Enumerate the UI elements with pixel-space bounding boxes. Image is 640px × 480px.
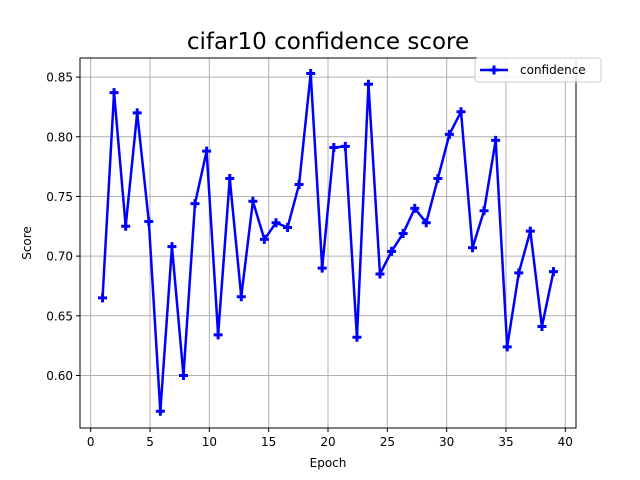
data-point (248, 196, 258, 206)
data-point (375, 269, 385, 279)
data-point (259, 234, 269, 244)
data-point (479, 206, 489, 216)
data-point (363, 79, 373, 89)
x-tick-label: 40 (558, 435, 573, 449)
x-axis-label: Epoch (310, 456, 347, 470)
x-tick-label: 0 (87, 435, 95, 449)
y-tick-label: 0.85 (46, 71, 73, 85)
data-point (202, 146, 212, 156)
legend: confidence (474, 57, 602, 83)
data-point (155, 406, 165, 416)
data-point (294, 180, 304, 190)
data-point (213, 330, 223, 340)
data-point (340, 141, 350, 151)
legend-box (474, 57, 602, 83)
ticks: 0 5 10 15 20 25 30 35 40 0.60 0.65 0.70 0.75 0.80 0.85 (46, 71, 573, 449)
x-tick-label: 35 (498, 435, 513, 449)
x-tick-label: 15 (261, 435, 276, 449)
y-tick-label: 0.75 (46, 190, 73, 204)
data-point (225, 174, 235, 184)
data-point (410, 203, 420, 213)
x-tick-label: 25 (380, 435, 395, 449)
x-tick-label: 20 (320, 435, 335, 449)
data-point (283, 222, 293, 232)
data-point (329, 143, 339, 153)
data-point (491, 135, 501, 145)
data-point (190, 199, 200, 209)
y-tick-label: 0.70 (46, 250, 73, 264)
legend-marker (489, 65, 499, 75)
data-point (352, 332, 362, 342)
data-point (121, 221, 131, 231)
y-tick-label: 0.80 (46, 130, 73, 144)
series-line-confidence (101, 72, 555, 413)
data-point (132, 108, 142, 118)
data-point (98, 293, 108, 303)
data-point (502, 342, 512, 352)
data-point (433, 174, 443, 184)
data-point (514, 268, 524, 278)
x-tick-label: 30 (439, 435, 454, 449)
grid (80, 58, 576, 428)
data-point (317, 263, 327, 273)
data-point (525, 226, 535, 236)
data-point (548, 267, 558, 277)
chart-title: cifar10 confidence score (187, 29, 469, 55)
legend-label: confidence (520, 63, 586, 77)
x-tick-label: 10 (202, 435, 217, 449)
data-point (144, 217, 154, 227)
data-point (387, 246, 397, 256)
data-point (109, 88, 119, 98)
x-tick-label: 5 (146, 435, 154, 449)
data-point (306, 69, 316, 79)
data-point (421, 218, 431, 228)
series-layer (98, 69, 558, 416)
data-point (398, 228, 408, 238)
y-axis-label: Score (20, 226, 34, 260)
data-point (167, 242, 177, 252)
data-point (456, 107, 466, 117)
data-point (236, 292, 246, 302)
data-point (537, 322, 547, 332)
data-point (178, 370, 188, 380)
data-point (468, 243, 478, 253)
y-tick-label: 0.65 (46, 309, 73, 323)
data-point (444, 129, 454, 139)
data-point (271, 218, 281, 228)
y-tick-label: 0.60 (46, 369, 73, 383)
